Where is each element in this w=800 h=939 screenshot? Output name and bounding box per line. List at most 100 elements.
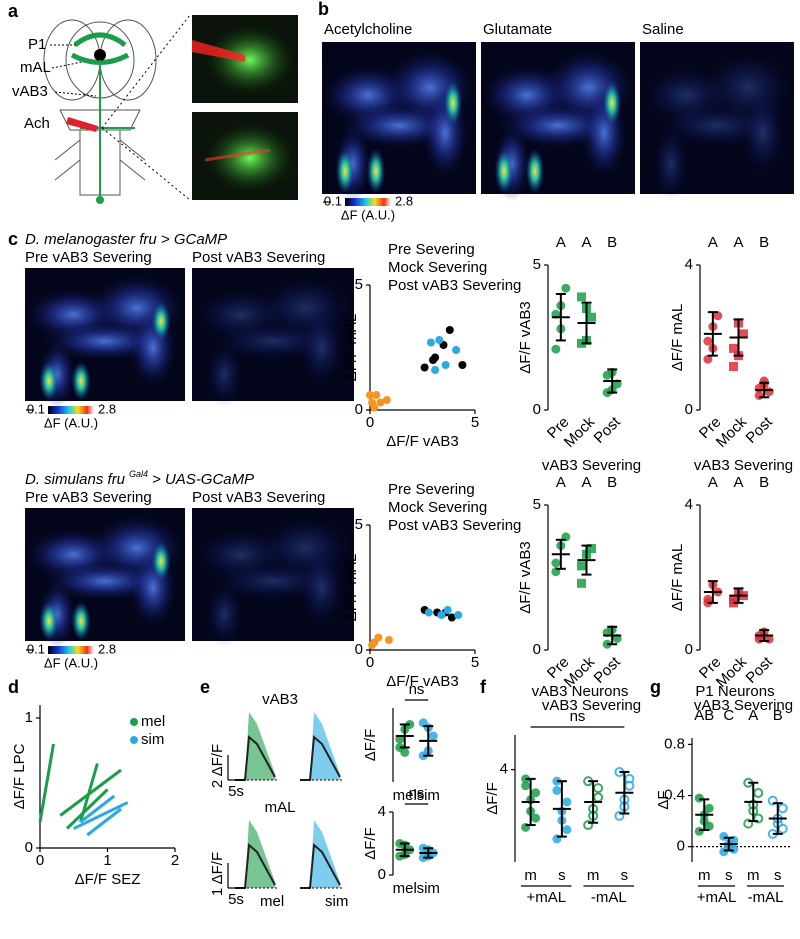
y-tick-label: 1 <box>25 709 33 726</box>
x-axis-label: ΔF/F vAB3 <box>386 673 459 690</box>
legend-label: Mock Severing <box>388 499 487 516</box>
legend-label: Pre Severing <box>388 481 475 498</box>
panel-title: vAB3 Neurons <box>532 683 629 700</box>
data-point <box>577 561 586 571</box>
image-signal <box>204 581 244 648</box>
data-point <box>753 787 764 798</box>
y-tick-label: 0 <box>25 839 33 856</box>
data-point <box>437 611 446 619</box>
data-point <box>531 813 541 823</box>
data-point <box>370 403 379 412</box>
x-axis-label: vAB3 Severing <box>694 457 793 474</box>
y-tick-label: 4 <box>500 761 508 778</box>
image-hotspot <box>366 148 386 194</box>
image-hotspot <box>335 148 355 194</box>
image-hotspot <box>39 361 59 401</box>
legend-label: Post vAB3 Severing <box>388 277 521 294</box>
category-label: s <box>558 867 566 884</box>
scale-bar-y-label: 2 ΔF/F <box>209 744 226 788</box>
x-axis-label: vAB3 Severing <box>694 697 793 714</box>
genotype-part: Gal4 <box>129 469 148 479</box>
data-point <box>562 825 572 835</box>
y-axis-label: ΔF/F vAB3 <box>517 301 534 374</box>
data-point <box>384 636 393 644</box>
scale-label: ΔF (A.U.) <box>44 415 98 430</box>
fit-line <box>86 807 122 837</box>
data-point <box>458 361 467 369</box>
category-label: m <box>587 867 600 884</box>
significance-letter: C <box>723 707 734 724</box>
image-title: Acetylcholine <box>324 21 412 38</box>
y-tick-label: 0 <box>677 838 685 855</box>
image-title: Pre vAB3 Severing <box>25 249 152 266</box>
data-point <box>694 793 704 803</box>
trace-band <box>300 712 340 780</box>
x-tick-label: 5 <box>471 414 479 431</box>
legend-label: mel <box>141 713 165 730</box>
scale-bar-x-label: 5s <box>228 783 244 800</box>
panel-letter: g <box>650 677 661 697</box>
y-tick-label: 5 <box>355 276 363 293</box>
data-point <box>729 844 739 854</box>
y-tick-label: 0 <box>685 641 693 658</box>
panel-title: P1 Neurons <box>695 683 774 700</box>
x-tick-label: 1 <box>103 852 111 869</box>
y-tick-label: 5 <box>355 516 363 533</box>
condition-label: -mAL <box>591 889 627 906</box>
image-hotspot <box>71 601 91 641</box>
data-point <box>426 338 435 347</box>
data-point <box>577 292 586 302</box>
significance-letter: AB <box>694 707 714 724</box>
y-tick-label: 0 <box>533 641 541 658</box>
y-tick-label: 4 <box>685 256 693 273</box>
anatomy-label: Ach <box>24 115 50 132</box>
significance-letter: B <box>759 474 769 491</box>
y-tick-label: 0 <box>685 401 693 418</box>
significance-letter: A <box>748 707 758 724</box>
category-label: s <box>725 867 733 884</box>
trace-band <box>235 712 275 780</box>
category-label: Post <box>743 413 777 447</box>
significance-letter: B <box>607 474 617 491</box>
y-tick-label: 0.8 <box>664 735 685 752</box>
y-axis-label: ΔF/F <box>362 827 379 860</box>
y-tick-label: 5 <box>533 496 541 513</box>
trace-mean <box>300 842 341 889</box>
category-label: sim <box>417 787 440 804</box>
panel-letter: e <box>200 677 210 697</box>
data-point <box>587 312 596 322</box>
category-label: m <box>698 867 711 884</box>
data-point <box>376 398 385 407</box>
data-point <box>562 797 572 807</box>
image-hotspot <box>151 301 171 342</box>
data-point <box>561 283 571 293</box>
significance-letter: A <box>556 234 566 251</box>
category-label: sim <box>417 880 440 897</box>
y-tick-label: 0.4 <box>664 786 685 803</box>
panel-letter: d <box>8 677 19 697</box>
significance-letter: A <box>708 234 718 251</box>
trace-mean <box>300 734 341 781</box>
x-tick-label: 0 <box>366 414 374 431</box>
category-label: Post <box>743 653 777 687</box>
image-hotspot <box>602 80 622 126</box>
data-point <box>435 336 444 344</box>
x-axis-label: vAB3 Severing <box>542 697 641 714</box>
significance-letter: A <box>581 474 591 491</box>
category-label: Post <box>591 653 625 687</box>
anatomy-label: mAL <box>20 59 51 76</box>
panel-letter: f <box>480 677 487 697</box>
data-point <box>703 336 713 346</box>
fit-line <box>38 743 55 823</box>
colorbar <box>48 646 94 654</box>
scale-min: 0.1 <box>27 401 45 416</box>
category-label: mel <box>393 787 417 804</box>
x-axis-label: ΔF/F SEZ <box>75 871 141 888</box>
x-axis-label: vAB3 Severing <box>542 457 641 474</box>
data-point <box>704 821 714 831</box>
colorbar <box>48 406 94 414</box>
data-point <box>428 731 438 741</box>
legend-label: Post vAB3 Severing <box>388 517 521 534</box>
significance-letter: A <box>581 234 591 251</box>
